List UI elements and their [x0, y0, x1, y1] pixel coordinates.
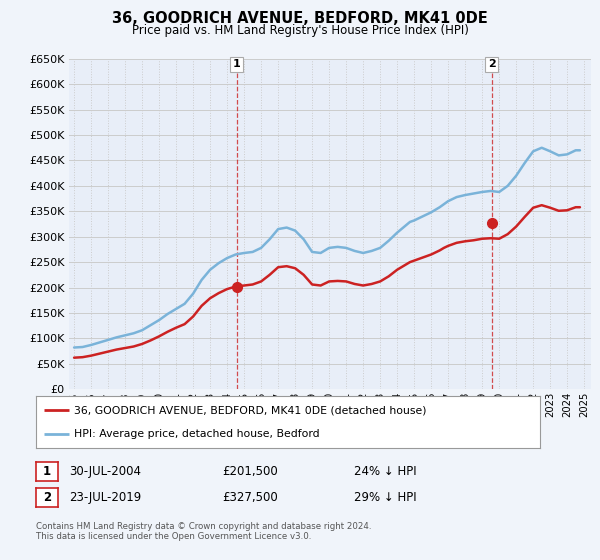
Text: £201,500: £201,500: [222, 465, 278, 478]
Text: 1: 1: [233, 59, 241, 69]
Text: 30-JUL-2004: 30-JUL-2004: [69, 465, 141, 478]
Text: 24% ↓ HPI: 24% ↓ HPI: [354, 465, 416, 478]
Text: 23-JUL-2019: 23-JUL-2019: [69, 491, 141, 504]
Text: 1: 1: [43, 465, 51, 478]
Text: 2: 2: [488, 59, 496, 69]
Text: 2: 2: [43, 491, 51, 504]
Text: HPI: Average price, detached house, Bedford: HPI: Average price, detached house, Bedf…: [74, 429, 319, 439]
Text: Price paid vs. HM Land Registry's House Price Index (HPI): Price paid vs. HM Land Registry's House …: [131, 24, 469, 36]
Text: 36, GOODRICH AVENUE, BEDFORD, MK41 0DE (detached house): 36, GOODRICH AVENUE, BEDFORD, MK41 0DE (…: [74, 405, 426, 416]
Text: Contains HM Land Registry data © Crown copyright and database right 2024.
This d: Contains HM Land Registry data © Crown c…: [36, 522, 371, 542]
Text: 29% ↓ HPI: 29% ↓ HPI: [354, 491, 416, 504]
Text: £327,500: £327,500: [222, 491, 278, 504]
Text: 36, GOODRICH AVENUE, BEDFORD, MK41 0DE: 36, GOODRICH AVENUE, BEDFORD, MK41 0DE: [112, 11, 488, 26]
